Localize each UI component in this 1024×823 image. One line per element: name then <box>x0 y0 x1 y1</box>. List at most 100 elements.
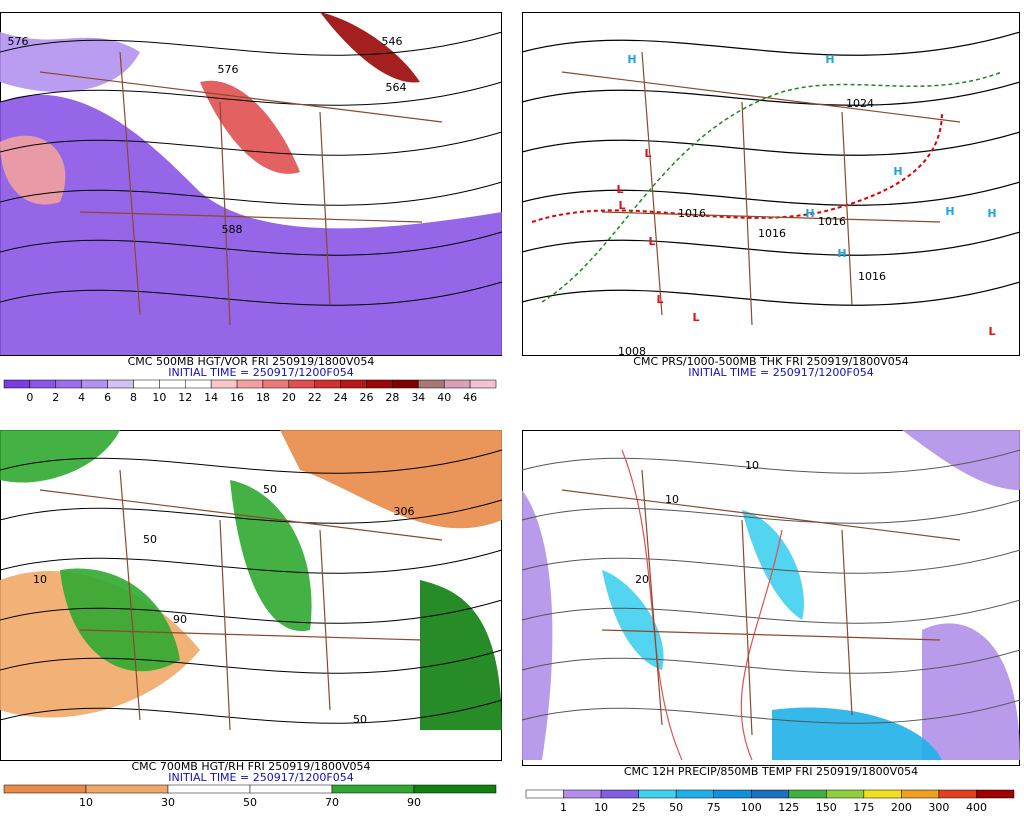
map-label: L <box>644 147 651 160</box>
map-label: H <box>837 247 846 260</box>
map-label: H <box>945 205 954 218</box>
legend-label: 30 <box>161 796 175 809</box>
map-label: 90 <box>173 613 187 626</box>
legend-label: 4 <box>78 391 85 404</box>
legend-label: 400 <box>966 801 987 814</box>
legend-label: 14 <box>204 391 218 404</box>
legend-swatch <box>133 379 160 389</box>
contour <box>0 231 503 256</box>
legend-swatch <box>55 379 82 389</box>
field-fill <box>420 580 502 730</box>
contour <box>0 281 503 306</box>
front <box>541 71 1003 303</box>
contour <box>521 499 1021 524</box>
map-label: H <box>805 207 814 220</box>
panel-title: CMC 700MB HGT/RH FRI 250919/1800V054 <box>131 760 370 773</box>
map-label: 546 <box>382 35 403 48</box>
legend-label: 10 <box>79 796 93 809</box>
legend-label: 90 <box>407 796 421 809</box>
contour <box>521 281 1021 306</box>
contour <box>0 31 503 56</box>
legend-swatch <box>236 379 264 389</box>
map-area <box>522 12 1020 356</box>
legend-label: 1 <box>560 801 567 814</box>
contour <box>521 131 1021 156</box>
legend-label: 34 <box>411 391 425 404</box>
legend-label: 75 <box>707 801 721 814</box>
legend-label: 100 <box>741 801 762 814</box>
map-label: L <box>656 293 663 306</box>
legend-swatch <box>249 784 333 794</box>
panel-title: CMC PRS/1000-500MB THK FRI 250919/1800V0… <box>633 355 908 368</box>
legend-swatch <box>750 789 790 799</box>
legend-swatch <box>469 379 497 389</box>
contour <box>0 599 503 624</box>
map-label: 10 <box>33 573 47 586</box>
legend-swatch <box>418 379 445 389</box>
legend-label: 2 <box>52 391 59 404</box>
contour <box>521 31 1021 56</box>
contour <box>0 449 503 474</box>
state-borders <box>561 469 961 736</box>
map-label: 1016 <box>678 207 706 220</box>
legend-swatch <box>675 789 714 799</box>
init-time: INITIAL TIME = 250917/1200F054 <box>688 366 873 379</box>
map-panel: 306 50 50 90 10 50 CMC 700MB HGT/RH FRI 250919… <box>0 430 503 809</box>
contour <box>0 699 503 724</box>
state-borders <box>561 51 961 326</box>
field-fill <box>320 12 420 83</box>
legend-label: 25 <box>632 801 646 814</box>
legend-swatch <box>901 789 940 799</box>
map-label: 576 <box>8 35 29 48</box>
legend-swatch <box>262 379 290 389</box>
field-fill <box>200 80 300 174</box>
map-label: 50 <box>263 483 277 496</box>
legend-swatch <box>81 379 108 389</box>
legend-label: 6 <box>104 391 111 404</box>
legend-label: 150 <box>816 801 837 814</box>
map-label: L <box>618 199 625 212</box>
contour <box>0 499 503 524</box>
field-fill <box>0 430 120 483</box>
legend-label: 18 <box>256 391 270 404</box>
field-fill <box>230 480 312 632</box>
contour <box>0 81 503 106</box>
contour <box>0 131 503 156</box>
legend-swatch <box>3 379 31 389</box>
legend-label: 50 <box>669 801 683 814</box>
legend-swatch <box>976 789 1015 799</box>
legend-swatch <box>331 784 415 794</box>
map-label: 1016 <box>818 215 846 228</box>
init-time: INITIAL TIME = 250917/1200F054 <box>168 771 353 784</box>
legend-label: 175 <box>853 801 874 814</box>
map-label: L <box>692 311 699 324</box>
legend-label: 0 <box>26 391 33 404</box>
field-fill <box>522 490 553 760</box>
contour <box>0 181 503 206</box>
map-label: H <box>893 165 902 178</box>
legend-label: 16 <box>230 391 244 404</box>
legend-swatch <box>638 789 677 799</box>
legend-label: 46 <box>463 391 477 404</box>
legend-label: 10 <box>594 801 608 814</box>
map-label: 20 <box>635 573 649 586</box>
map-label: 10 <box>665 493 679 506</box>
legend-swatch <box>107 379 134 389</box>
legend-label: 26 <box>360 391 374 404</box>
field-fill <box>902 430 1020 490</box>
field-fill <box>0 32 140 92</box>
contour <box>521 599 1021 624</box>
map-label: 50 <box>353 713 367 726</box>
state-borders <box>39 51 443 326</box>
legend-swatch <box>443 379 471 389</box>
legend-swatch <box>938 789 977 799</box>
legend-label: 28 <box>385 391 399 404</box>
field-fill <box>0 94 502 356</box>
map-label: 1016 <box>858 270 886 283</box>
legend-label: 50 <box>243 796 257 809</box>
panel-title: CMC 500MB HGT/VOR FRI 250919/1800V054 <box>128 355 375 368</box>
legend-swatch <box>366 379 393 389</box>
legend-swatch <box>185 379 212 389</box>
legend-label: 300 <box>928 801 949 814</box>
map-label: L <box>616 183 623 196</box>
